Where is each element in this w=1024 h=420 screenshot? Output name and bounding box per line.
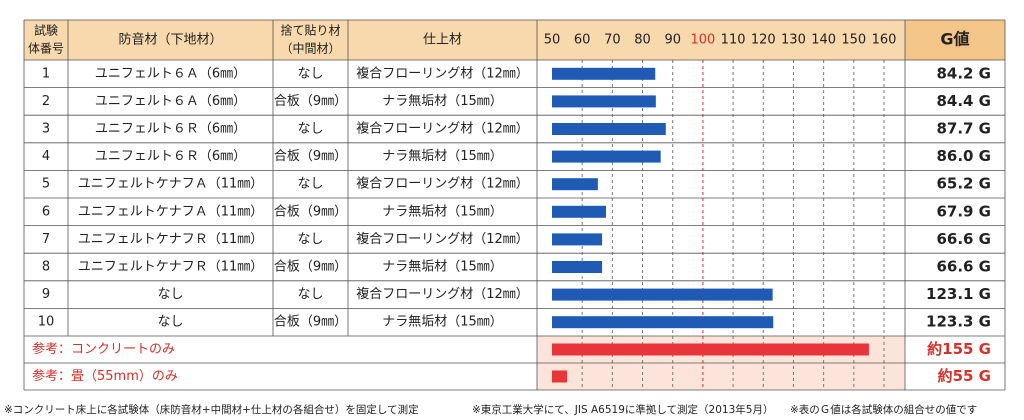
cell: ユニフェルトケナフＡ（11㎜） xyxy=(78,177,264,192)
footnote: ※コンクリート床上に各試験体（床防音材+中間材+仕上材の各組合せ）を固定して測定 xyxy=(4,403,419,416)
bar xyxy=(552,123,666,135)
header-label: （中間材） xyxy=(280,41,340,56)
footnote: ※表のＧ値は各試験体の組合せの値です xyxy=(790,403,977,416)
x-tick-label: 130 xyxy=(781,33,806,48)
cell: 7 xyxy=(42,232,50,247)
cell: 複合フローリング材（12㎜） xyxy=(356,65,529,81)
cell: ユニフェルト６Ａ（6㎜） xyxy=(95,66,246,81)
cell: 1 xyxy=(42,66,50,81)
reference-value: 約55 G xyxy=(938,367,991,385)
cell: なし xyxy=(297,232,323,247)
bar xyxy=(552,233,603,246)
x-tick-label: 80 xyxy=(634,33,651,48)
header-bg xyxy=(24,20,905,60)
cell: 複合フローリング材（12㎜） xyxy=(356,231,529,247)
cell: 合板（9㎜） xyxy=(274,315,347,330)
bar xyxy=(552,288,773,301)
cell: ナラ無垢材（15㎜） xyxy=(382,94,503,109)
cell: ナラ無垢材（15㎜） xyxy=(382,260,503,275)
header-label: 防音材（下地材） xyxy=(118,32,222,48)
x-tick-label: 120 xyxy=(751,33,776,48)
header-label: 試験 xyxy=(34,23,58,38)
value-label: 65.2 G xyxy=(936,175,991,193)
x-tick-label: 90 xyxy=(664,33,681,48)
cell: ユニフェルトケナフＲ（11㎜） xyxy=(78,232,264,247)
cell: ナラ無垢材（15㎜） xyxy=(382,315,503,330)
header-label: 体番号 xyxy=(28,42,64,56)
bar xyxy=(552,67,656,80)
cell: なし xyxy=(297,287,323,302)
cell: 9 xyxy=(42,287,50,302)
cell: ナラ無垢材（15㎜） xyxy=(382,149,503,164)
footnote: ※東京工業大学にて、JIS A6519に準拠して測定（2013年5月） xyxy=(472,403,773,416)
cell: 3 xyxy=(42,122,50,137)
value-label: 84.4 G xyxy=(936,92,991,110)
cell: なし xyxy=(297,177,323,192)
x-tick-label: 50 xyxy=(544,33,561,48)
header-label: G値 xyxy=(940,30,969,49)
bar xyxy=(552,261,603,273)
cell: 合板（9㎜） xyxy=(274,149,347,164)
cell: ナラ無垢材（15㎜） xyxy=(382,204,503,219)
x-tick-label: 100 xyxy=(690,33,715,48)
cell: 6 xyxy=(42,204,50,219)
bar xyxy=(552,205,607,218)
cell: 5 xyxy=(42,177,50,192)
cell: 4 xyxy=(42,149,50,164)
value-label: 123.1 G xyxy=(926,285,991,303)
reference-value: 約155 G xyxy=(927,340,991,358)
cell: なし xyxy=(157,287,183,302)
cell: 合板（9㎜） xyxy=(274,260,347,275)
value-label: 67.9 G xyxy=(936,202,991,220)
cell: なし xyxy=(297,66,323,81)
cell: ユニフェルト６Ｒ（6㎜） xyxy=(95,122,246,137)
x-tick-label: 60 xyxy=(574,33,591,48)
cell: 合板（9㎜） xyxy=(274,94,347,109)
reference-bar xyxy=(552,343,869,356)
reference-bar xyxy=(552,370,568,383)
bar xyxy=(552,316,774,329)
cell: 10 xyxy=(38,315,55,330)
value-label: 66.6 G xyxy=(936,258,991,276)
cell: 複合フローリング材（12㎜） xyxy=(356,121,529,137)
bar xyxy=(552,150,661,163)
x-tick-label: 110 xyxy=(721,33,746,48)
reference-label: 参考：畳（55mm）のみ xyxy=(32,368,178,384)
value-label: 87.7 G xyxy=(936,120,991,138)
cell: なし xyxy=(157,315,183,330)
bar xyxy=(552,178,598,191)
cell: 合板（9㎜） xyxy=(274,204,347,219)
cell: 複合フローリング材（12㎜） xyxy=(356,176,529,192)
cell: 2 xyxy=(42,94,50,109)
x-tick-label: 140 xyxy=(811,33,836,48)
header-bg-g xyxy=(905,20,1005,60)
reference-label: 参考：コンクリートのみ xyxy=(32,341,175,357)
cell: ユニフェルトケナフＲ（11㎜） xyxy=(78,260,264,275)
cell: ユニフェルトケナフＡ（11㎜） xyxy=(78,204,264,219)
header-label: 捨て貼り材 xyxy=(280,23,340,38)
cell: ユニフェルト６Ｒ（6㎜） xyxy=(95,149,246,164)
bar xyxy=(552,95,656,108)
x-tick-label: 70 xyxy=(604,33,621,48)
cell: ユニフェルト６Ａ（6㎜） xyxy=(95,94,246,109)
header-label: 仕上材 xyxy=(423,33,462,48)
cell: 8 xyxy=(42,260,50,275)
value-label: 86.0 G xyxy=(936,147,991,165)
cell: なし xyxy=(297,122,323,137)
value-label: 84.2 G xyxy=(936,64,991,82)
x-tick-label: 160 xyxy=(872,33,897,48)
value-label: 123.3 G xyxy=(926,313,991,331)
x-tick-label: 150 xyxy=(841,33,866,48)
value-label: 66.6 G xyxy=(936,230,991,248)
cell: 複合フローリング材（12㎜） xyxy=(356,286,529,302)
